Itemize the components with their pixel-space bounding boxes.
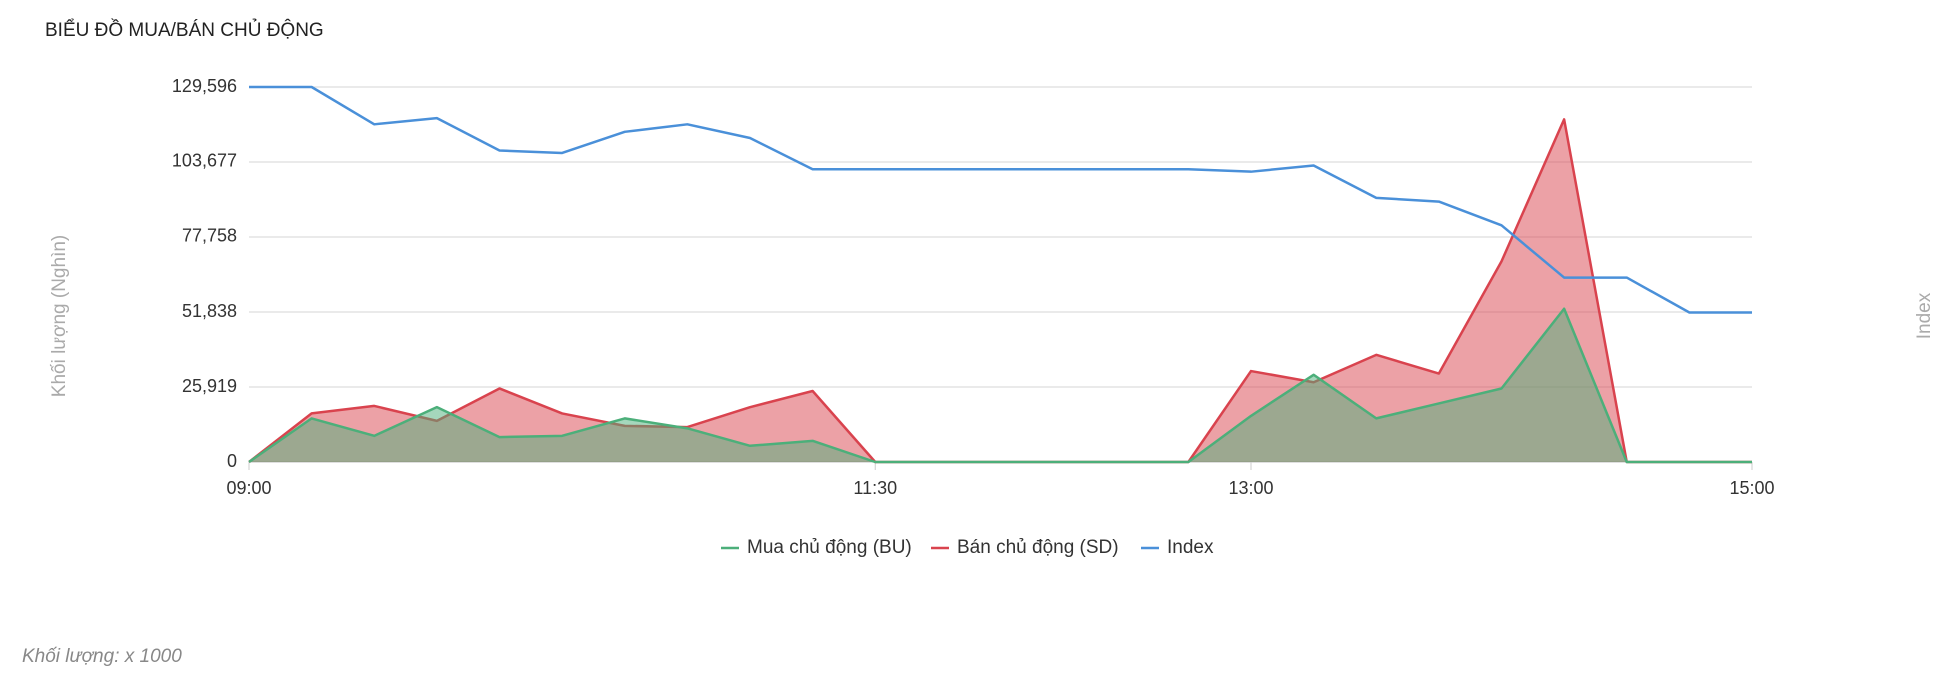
line bbox=[248, 307, 1752, 464]
x-tick-label: 13:00 bbox=[1228, 478, 1273, 498]
y-tick-label: 103,677 bbox=[172, 151, 237, 171]
footnote: Khối lượng: x 1000 bbox=[22, 646, 182, 667]
y-tick-label: 0 bbox=[227, 451, 237, 471]
area bbox=[249, 119, 1752, 462]
line bbox=[249, 85, 1752, 314]
chart-title: BIỂU ĐỒ MUA/BÁN CHỦ ĐỘNG bbox=[45, 19, 324, 41]
y-tick-label: 51,838 bbox=[182, 301, 237, 321]
legend-label: Mua chủ động (BU) bbox=[747, 537, 912, 558]
x-tick-label: 09:00 bbox=[226, 478, 271, 498]
x-tick-label: 15:00 bbox=[1729, 478, 1774, 498]
area bbox=[249, 308, 1752, 462]
x-tick-label: 11:30 bbox=[853, 478, 897, 498]
y-axis-title: Khối lượng (Nghìn) bbox=[49, 235, 70, 397]
legend-label: Bán chủ động (SD) bbox=[957, 537, 1119, 558]
y-tick-label: 25,919 bbox=[182, 376, 237, 396]
y-tick-label: 77,758 bbox=[182, 226, 237, 246]
y2-axis-title: Index bbox=[1914, 292, 1935, 339]
y-tick-label: 129,596 bbox=[172, 76, 237, 96]
legend-label: Index bbox=[1167, 537, 1214, 558]
